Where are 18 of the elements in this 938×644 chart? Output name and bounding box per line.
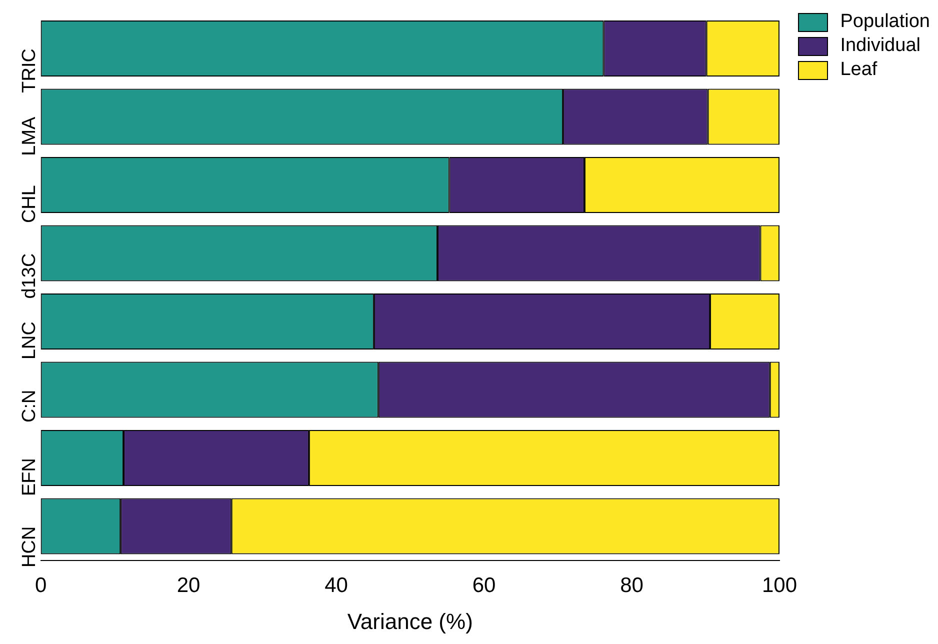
legend-label: Leaf [840, 59, 878, 81]
x-tick-label: 0 [34, 574, 47, 597]
y-tick-label: LMA [19, 116, 40, 156]
y-tick-label: CHL [19, 185, 40, 224]
x-tick-label: 40 [324, 574, 348, 597]
x-tick-label: 20 [176, 574, 200, 597]
y-tick-label: LNC [19, 322, 40, 360]
x-tick-label: 80 [620, 574, 644, 597]
x-tick-label: 100 [762, 574, 798, 597]
text: Population [840, 11, 930, 33]
y-tick-label: d13C [19, 253, 40, 299]
y-tick-label: C:N [19, 390, 40, 423]
x-tick-label: 60 [472, 574, 496, 597]
y-tick-label: TRIC [19, 48, 40, 93]
legend-label: Individual [840, 35, 920, 57]
x-axis-title: Variance (%) [347, 608, 473, 634]
y-tick-label: EFN [19, 458, 40, 496]
y-tick-label: HCN [19, 526, 40, 568]
